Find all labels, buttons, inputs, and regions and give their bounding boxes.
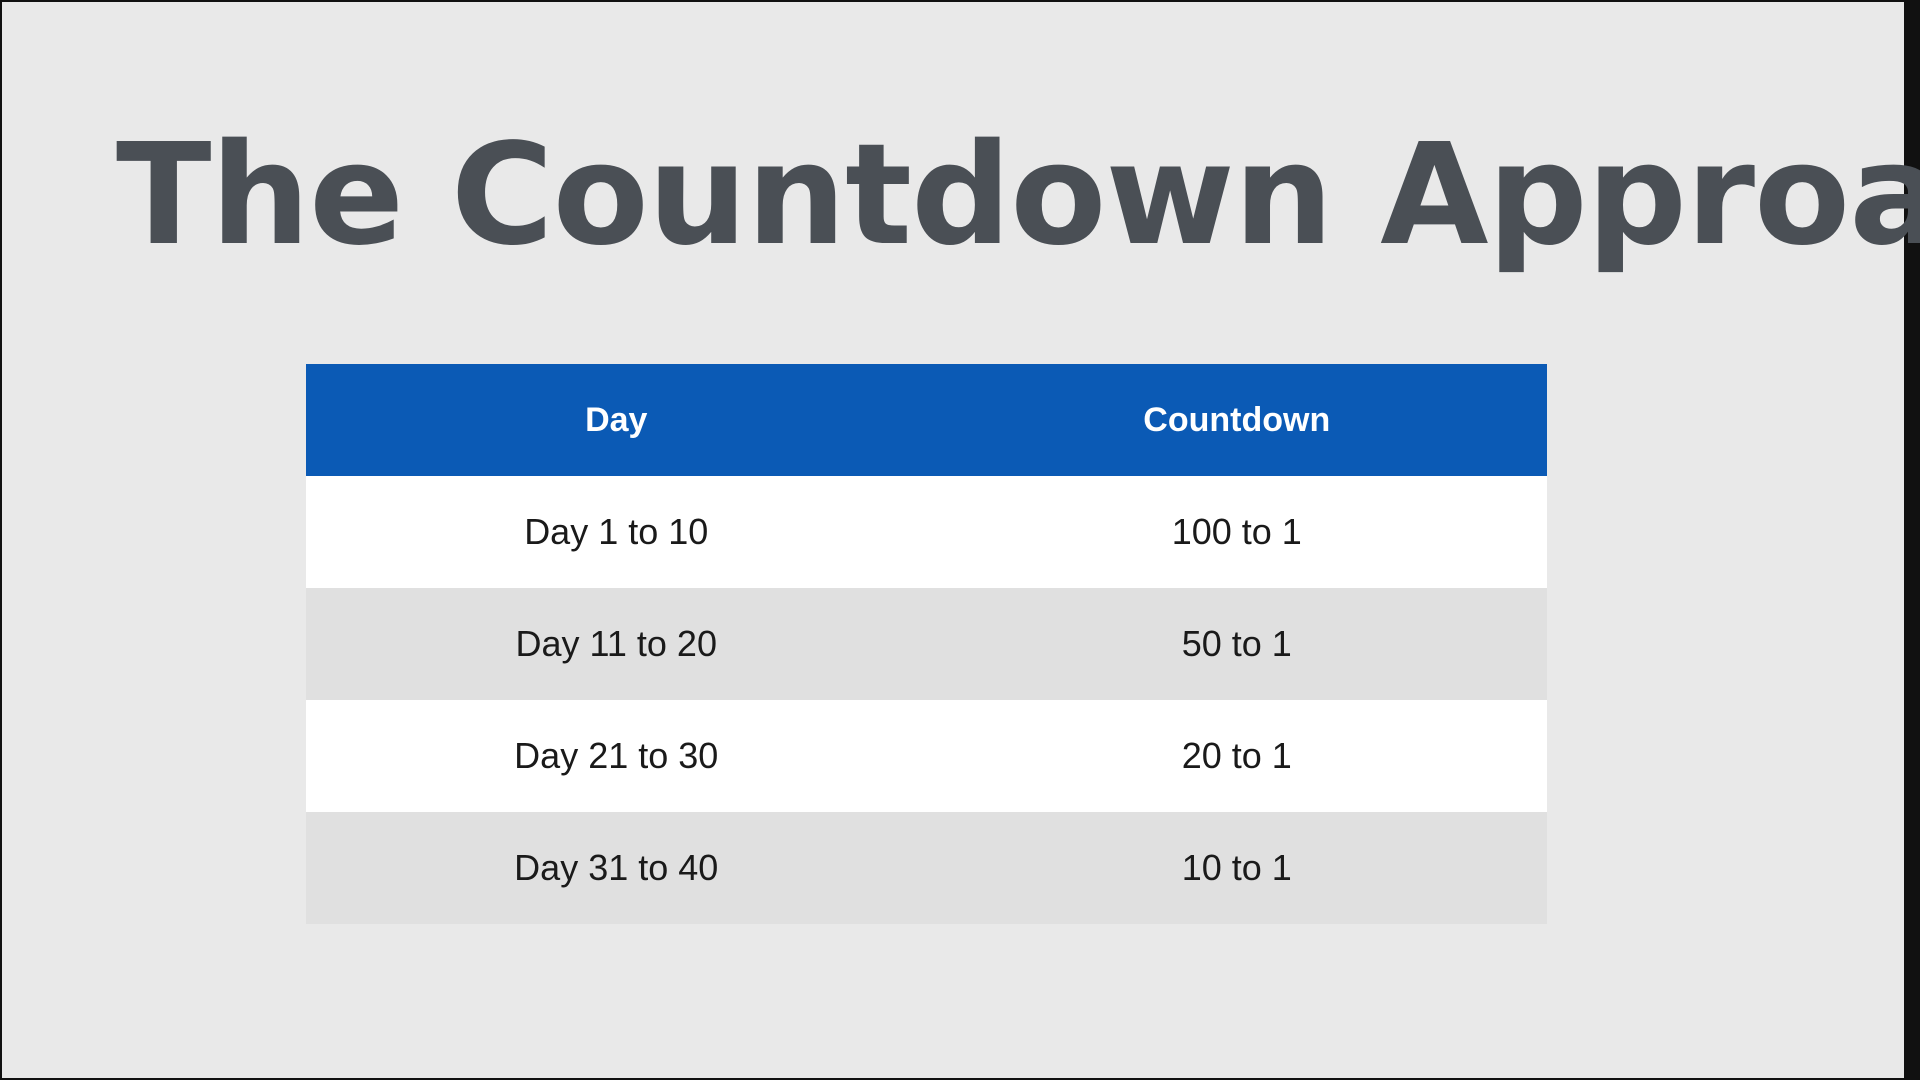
table-cell: 10 to 1: [926, 812, 1547, 924]
table-row: Day 21 to 30 20 to 1: [306, 700, 1547, 812]
header-cell: Day: [306, 364, 927, 476]
table-cell: Day 11 to 20: [306, 588, 927, 700]
table-cell: Day 31 to 40: [306, 812, 927, 924]
table-header: Day Countdown: [306, 364, 1547, 476]
table-cell: 20 to 1: [926, 700, 1547, 812]
table-row: Day 31 to 40 10 to 1: [306, 812, 1547, 924]
slide-title: The Countdown Approach: [116, 114, 1920, 277]
table-row: Day 11 to 20 50 to 1: [306, 588, 1547, 700]
header-row: Day Countdown: [306, 364, 1547, 476]
table-cell: 50 to 1: [926, 588, 1547, 700]
table-cell: 100 to 1: [926, 476, 1547, 588]
table-row: Day 1 to 10 100 to 1: [306, 476, 1547, 588]
header-cell: Countdown: [926, 364, 1547, 476]
table-body: Day 1 to 10 100 to 1 Day 11 to 20 50 to 1 Da…: [306, 476, 1547, 924]
table-cell: Day 21 to 30: [306, 700, 927, 812]
table-cell: Day 1 to 10: [306, 476, 927, 588]
countdown-table: Day Countdown Day 1 to 10 100 to 1 Day 11 t…: [306, 364, 1547, 924]
